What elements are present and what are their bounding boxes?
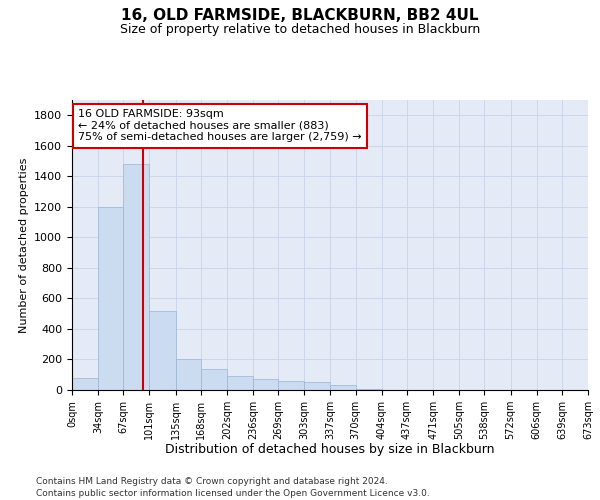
- Text: Contains HM Land Registry data © Crown copyright and database right 2024.: Contains HM Land Registry data © Crown c…: [36, 478, 388, 486]
- Bar: [149, 310, 176, 390]
- Bar: [124, 164, 149, 390]
- Bar: [331, 386, 356, 390]
- Text: Size of property relative to detached houses in Blackburn: Size of property relative to detached ho…: [120, 22, 480, 36]
- Bar: [176, 360, 201, 390]
- Bar: [227, 376, 253, 390]
- Text: Distribution of detached houses by size in Blackburn: Distribution of detached houses by size …: [165, 442, 495, 456]
- Text: Contains public sector information licensed under the Open Government Licence v3: Contains public sector information licen…: [36, 489, 430, 498]
- Bar: [201, 368, 227, 390]
- Bar: [356, 389, 382, 390]
- Text: 16, OLD FARMSIDE, BLACKBURN, BB2 4UL: 16, OLD FARMSIDE, BLACKBURN, BB2 4UL: [121, 8, 479, 22]
- Bar: [304, 382, 331, 390]
- Bar: [98, 207, 124, 390]
- Bar: [253, 378, 278, 390]
- Bar: [72, 378, 98, 390]
- Bar: [278, 381, 304, 390]
- Text: 16 OLD FARMSIDE: 93sqm
← 24% of detached houses are smaller (883)
75% of semi-de: 16 OLD FARMSIDE: 93sqm ← 24% of detached…: [78, 109, 362, 142]
- Y-axis label: Number of detached properties: Number of detached properties: [19, 158, 29, 332]
